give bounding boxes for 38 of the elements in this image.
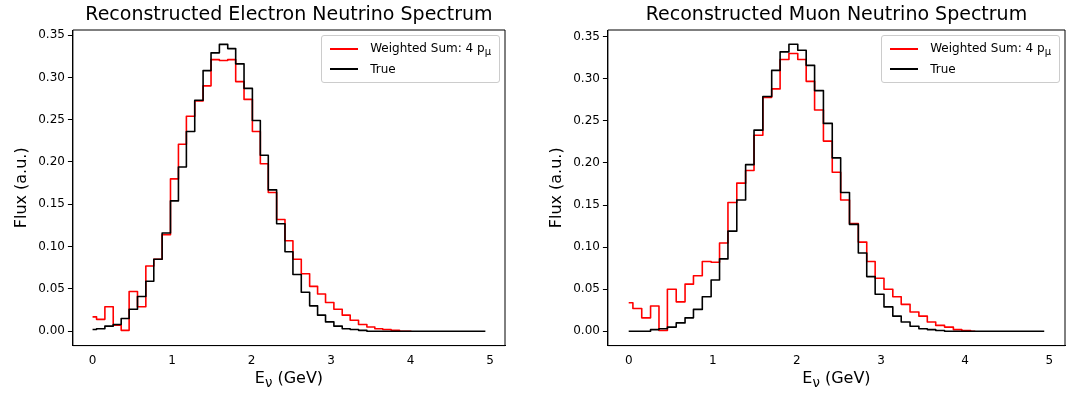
x-tick-label: 0 xyxy=(88,352,97,367)
x-tick-label: 2 xyxy=(793,352,801,367)
y-tick-label: 0.00 xyxy=(573,323,600,338)
legend-label: True xyxy=(930,62,956,76)
x-tick-label: 2 xyxy=(247,352,256,367)
y-tick-label: 0.35 xyxy=(573,28,600,43)
x-tick-label: 1 xyxy=(708,352,717,367)
y-tick-label: 0.15 xyxy=(38,196,65,211)
y-tick-label: 0.05 xyxy=(38,281,65,296)
x-axis-title: E$_{ν}$ (GeV) xyxy=(802,367,871,390)
x-tick-label: 4 xyxy=(406,352,415,367)
y-tick-label: 0.20 xyxy=(38,154,65,169)
x-tick-label: 1 xyxy=(168,352,176,367)
x-tick-label: 4 xyxy=(961,352,969,367)
x-tick-label: 5 xyxy=(486,352,494,367)
legend-label: Weighted Sum: 4 p$_{μ}$ xyxy=(370,40,491,58)
y-tick-label: 0.20 xyxy=(573,155,600,170)
y-tick-label: 0.05 xyxy=(573,281,600,296)
y-tick-label: 0.25 xyxy=(38,111,65,126)
x-axis-title: E$_{ν}$ (GeV) xyxy=(254,367,324,390)
x-tick-label: 3 xyxy=(877,352,885,367)
y-tick-label: 0.00 xyxy=(38,323,65,338)
x-tick-label: 3 xyxy=(327,352,335,367)
y-tick-label: 0.30 xyxy=(38,69,65,84)
y-tick-label: 0.35 xyxy=(38,27,65,42)
y-tick-label: 0.25 xyxy=(573,113,600,128)
x-tick-label: 5 xyxy=(1045,352,1054,367)
legend-label: Weighted Sum: 4 p$_{μ}$ xyxy=(930,40,1051,58)
y-axis-title: Flux (a.u.) xyxy=(10,147,30,229)
y-axis-title: Flux (a.u.) xyxy=(545,147,565,229)
x-tick-label: 0 xyxy=(624,352,633,367)
y-tick-label: 0.15 xyxy=(573,197,600,212)
y-tick-label: 0.10 xyxy=(38,238,65,253)
legend-label: True xyxy=(370,62,396,76)
chart-title: Reconstructed Electron Neutrino Spectrum xyxy=(85,2,493,24)
chart-title: Reconstructed Muon Neutrino Spectrum xyxy=(645,2,1028,24)
y-tick-label: 0.10 xyxy=(573,239,600,254)
y-tick-label: 0.30 xyxy=(573,70,600,85)
